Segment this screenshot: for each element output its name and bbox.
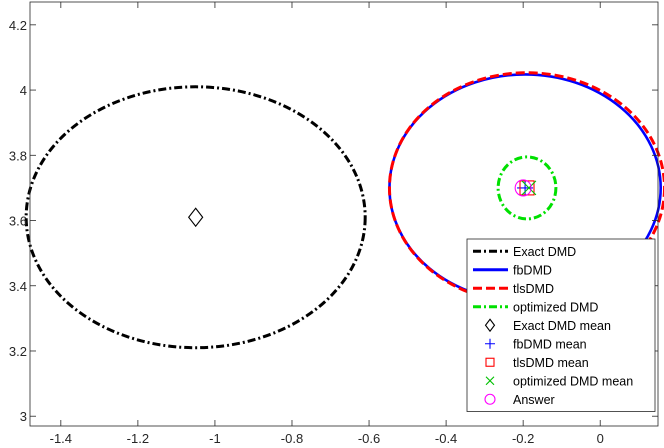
legend-label-fbdmd: fbDMD — [513, 263, 552, 277]
legend-label-optimized-dmd-mean: optimized DMD mean — [513, 374, 633, 388]
legend-marker-exact-dmd-mean — [484, 318, 496, 333]
x-tick-label: 0 — [597, 431, 604, 446]
legend-label-tlsdmd: tlsDMD — [513, 282, 554, 296]
points-layer — [187, 179, 537, 228]
point-exact-dmd-mean — [187, 207, 204, 228]
x-tick-label: -1.2 — [127, 431, 149, 446]
axes-box — [29, 1, 659, 427]
x-tick-label: -0.2 — [512, 431, 534, 446]
y-tick-label: 4.2 — [9, 18, 27, 33]
y-tick-label: 4 — [20, 83, 27, 98]
legend-marker-optimized-dmd-mean — [485, 376, 495, 386]
x-tick-label: -1.4 — [50, 431, 72, 446]
legend-marker-fbdmd-mean — [485, 338, 495, 349]
point-optimized-dmd-mean — [521, 180, 537, 196]
series-optimized-dmd — [496, 155, 558, 221]
x-axis: -1.4 -1.2 -1 -0.8 -0.6 -0.4 -0.2 0 — [50, 2, 604, 446]
x-tick-label: -0.6 — [358, 431, 380, 446]
x-tick-label: -0.8 — [281, 431, 303, 446]
y-tick-label: 3.2 — [9, 344, 27, 359]
legend-label-optimized-dmd: optimized DMD — [513, 300, 598, 314]
legend-label-fbdmd-mean: fbDMD mean — [513, 337, 587, 351]
x-tick-label: -1 — [209, 431, 221, 446]
point-answer — [514, 179, 532, 197]
y-tick-label: 3 — [20, 409, 27, 424]
legend-label-answer: Answer — [513, 393, 555, 407]
legend-label-tlsdmd-mean: tlsDMD mean — [513, 356, 589, 370]
x-tick-label: -0.4 — [435, 431, 457, 446]
legend-marker-answer — [484, 393, 496, 405]
legend-label-exact-dmd-mean: Exact DMD mean — [513, 319, 611, 333]
legend-marker-tlsdmd-mean — [485, 357, 495, 367]
y-tick-label: 3.6 — [9, 214, 27, 229]
y-axis: 3 3.2 3.4 3.6 3.8 4 4.2 — [9, 18, 658, 424]
y-tick-label: 3.8 — [9, 148, 27, 163]
y-tick-label: 3.4 — [9, 279, 27, 294]
legend: Exact DMD fbDMD tlsDMD optimized DMD Exact D… — [466, 238, 656, 412]
series-exact-dmd — [24, 85, 367, 350]
legend-box — [466, 238, 656, 412]
legend-label-exact-dmd: Exact DMD — [513, 245, 576, 259]
